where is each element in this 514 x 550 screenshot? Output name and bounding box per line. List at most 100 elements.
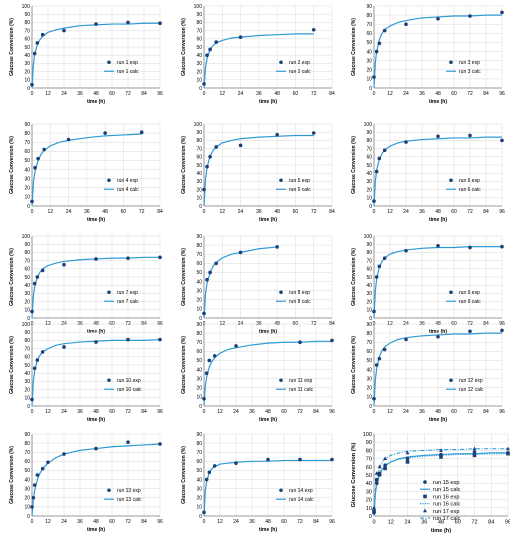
y-tick-label: 30 [366,58,372,64]
y-tick-label: 50 [366,275,372,281]
x-axis-label: time (h) [259,99,277,105]
y-tick-label: 10 [366,77,372,83]
chart-6: 0 10 20 30 40 50 60 70 80 90 100 0 12 24 36 48 60 72 84 96 t… [351,122,505,223]
data-point [404,248,408,253]
data-point [311,131,316,135]
y-tick-label: 20 [196,69,202,75]
x-tick-label: 48 [265,409,271,415]
legend-marker [279,378,283,383]
y-tick-label: 0 [199,316,202,322]
y-tick-label: 50 [196,163,202,169]
x-tick-label: 60 [455,520,461,526]
y-tick-label: 60 [196,37,202,43]
legend-marker [279,290,283,295]
calc-line [373,136,502,207]
data-point [126,256,130,260]
y-tick-label: 20 [24,69,30,75]
y-tick-label: 40 [24,167,30,173]
legend-label: run 7 exp [117,290,138,296]
y-tick-label: 10 [366,395,372,401]
x-tick-label: 72 [467,209,473,215]
legend-label: run 2 exp [289,60,310,66]
y-tick-label: 30 [366,489,372,495]
data-point [436,16,440,21]
y-tick-label: 30 [196,376,202,382]
data-point [202,82,206,86]
chart-1: 0 10 20 30 40 50 60 70 80 90 100 0 12 24 36 48 60 72 84 96 t… [9,4,163,105]
y-tick-label: 10 [24,396,30,402]
x-tick-label: 96 [157,519,163,525]
y-tick-label: 100 [22,322,31,328]
data-point [311,27,316,32]
data-point [436,334,440,339]
x-tick-label: 84 [141,519,147,525]
y-tick-label: 30 [24,379,30,385]
y-tick-label: 70 [366,22,372,28]
y-tick-label: 90 [196,12,202,18]
y-tick-label: 60 [24,149,30,155]
y-tick-label: 60 [24,459,30,465]
y-tick-label: 10 [24,78,30,84]
x-tick-label: 84 [141,91,147,97]
y-tick-label: 60 [196,349,202,355]
data-point [472,450,477,454]
data-point [202,396,206,401]
legend-label: run 14 calc [289,497,314,503]
data-point [330,338,334,343]
y-axis-label: Glucose Conversion (%) [351,336,357,394]
y-tick-label: 90 [24,330,30,336]
data-point [382,256,387,260]
x-tick-label: 24 [61,519,67,525]
legend-label: run 1 exp [117,60,138,66]
y-tick-label: 70 [24,450,30,456]
data-point [238,35,243,39]
data-point [214,261,218,266]
x-tick-label: 0 [203,209,206,215]
data-point [40,268,45,273]
y-tick-label: 60 [24,37,30,43]
y-tick-label: 40 [196,279,202,285]
data-point [32,51,37,56]
y-tick-label: 80 [24,338,30,344]
data-point [62,28,66,33]
legend-marker [107,378,111,383]
data-point [405,456,410,461]
x-tick-label: 36 [256,91,262,97]
x-tick-label: 48 [435,209,441,215]
x-tick-label: 36 [256,209,262,215]
x-tick-label: 24 [233,519,239,525]
y-tick-label: 30 [24,486,30,492]
x-tick-label: 60 [109,409,115,415]
x-tick-label: 0 [373,209,376,215]
data-point [275,245,279,249]
x-axis-label: time (h) [429,217,447,223]
data-point [62,262,66,267]
legend-label: run 11 exp [289,378,312,384]
x-tick-label: 24 [238,91,244,97]
x-tick-label: 0 [31,409,34,415]
chart-13: 0 10 20 30 40 50 60 70 80 90 0 12 24 36 48 60 72 84 96 time… [9,432,163,533]
legend-marker [423,494,427,499]
y-tick-label: 10 [24,505,30,511]
y-tick-label: 30 [196,288,202,294]
data-point [62,452,66,456]
x-tick-label: 60 [281,519,287,525]
x-tick-label: 84 [329,91,335,97]
x-tick-label: 36 [419,409,425,415]
y-tick-label: 0 [369,316,372,322]
chart-12: 0 10 20 30 40 50 60 70 80 90 0 12 24 36 48 60 72 84 96 time… [351,322,505,423]
calc-line [373,14,502,89]
x-tick-label: 24 [404,520,410,526]
data-point [158,337,162,342]
legend-label: run 15 calc [433,487,461,493]
y-tick-label: 80 [366,331,372,337]
x-tick-label: 84 [483,409,489,415]
data-point [404,22,408,27]
y-tick-label: 40 [24,477,30,483]
y-axis-label: Glucose Conversion (%) [9,18,15,76]
y-tick-label: 50 [24,45,30,51]
data-point [202,187,206,192]
y-tick-label: 50 [366,473,372,479]
legend-marker [449,60,453,65]
data-point [468,14,472,18]
